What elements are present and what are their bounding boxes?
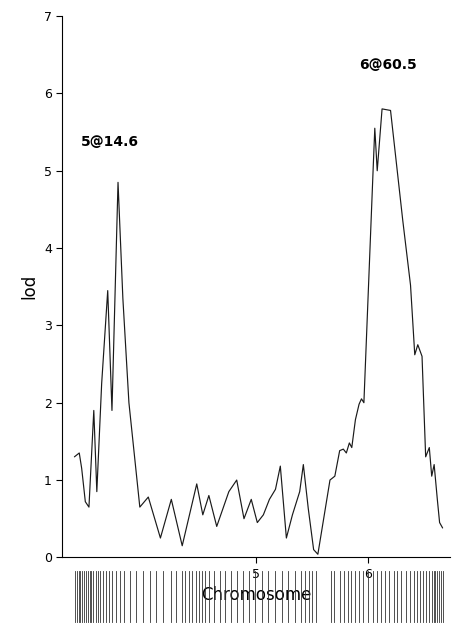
Text: 5@14.6: 5@14.6 — [81, 135, 138, 149]
X-axis label: Chromosome: Chromosome — [201, 587, 311, 604]
Y-axis label: lod: lod — [20, 274, 38, 300]
Text: 6@60.5: 6@60.5 — [359, 58, 417, 72]
